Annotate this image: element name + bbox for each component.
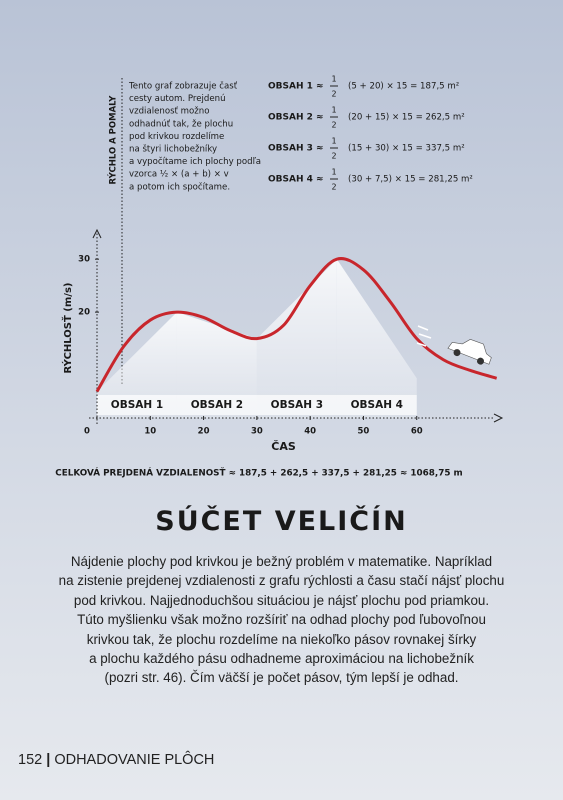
formula-expression: (5 + 20) × 15 = 187,5 m² <box>348 82 459 92</box>
y-tick-label: 30 <box>78 255 90 265</box>
x-label: ČAS <box>271 440 296 453</box>
fraction-bottom: 2 <box>331 90 336 99</box>
section: ODHADOVANIE PLÔCH <box>54 752 215 768</box>
y-arrow <box>92 228 102 239</box>
note-line: pod krivkou rozdelíme <box>129 132 224 142</box>
fraction-top: 1 <box>331 75 336 84</box>
formula-expression: (30 + 7,5) × 15 = 281,25 m² <box>348 175 473 185</box>
paragraph-line: a plochu každého pásu odhadneme aproximá… <box>89 651 474 667</box>
note-line: Tento graf zobrazuje časť <box>128 81 238 92</box>
formula-label: OBSAH 3 ≈ <box>268 144 324 154</box>
car-body <box>447 339 492 365</box>
x-tick-label: 0 <box>84 427 90 437</box>
fraction-bottom: 2 <box>331 152 336 161</box>
side-label: RÝCHLO A POMALY <box>107 95 119 185</box>
formula-label: OBSAH 4 ≈ <box>268 175 324 185</box>
trapezoid-label: OBSAH 4 <box>351 399 403 411</box>
x-arrow <box>493 413 504 423</box>
trapezoid <box>256 259 337 418</box>
note-line: cesty autom. Prejdenú <box>129 94 226 104</box>
x-tick-label: 50 <box>358 427 370 437</box>
x-tick-label: 60 <box>411 427 423 437</box>
footer: 152 | ODHADOVANIE PLÔCH <box>18 752 215 768</box>
fraction-bottom: 2 <box>331 121 336 130</box>
wheel <box>453 349 461 357</box>
total: CELKOVÁ PREJDENÁ VZDIALENOSŤ ≈ 187,5 + 2… <box>55 467 462 479</box>
trapezoid-label: OBSAH 3 <box>271 399 323 411</box>
formula-label: OBSAH 2 ≈ <box>268 113 324 123</box>
car <box>447 339 492 365</box>
speed-curve <box>95 257 498 393</box>
x-tick-label: 10 <box>144 427 156 437</box>
paragraph-line: Nájdenie plochy pod krivkou je bežný pro… <box>70 554 493 569</box>
chart: RÝCHLO A POMALY Tento graf zobrazuje čas… <box>55 75 504 479</box>
fraction-top: 1 <box>331 168 336 177</box>
formula-expression: (15 + 30) × 15 = 337,5 m² <box>348 144 465 154</box>
speed-lines <box>416 325 432 347</box>
note-line: na štyri lichobežníky <box>129 144 217 155</box>
paragraph-line: (pozri str. 46). Čím väčší je počet páso… <box>104 670 459 686</box>
paragraph-line: Túto myšlienku však možno rozšíriť na od… <box>77 612 486 628</box>
fraction-top: 1 <box>331 106 336 115</box>
formula-expression: (20 + 15) × 15 = 262,5 m² <box>348 113 465 123</box>
wheel <box>477 357 485 365</box>
note-line: a potom ich spočítame. <box>129 181 230 192</box>
x-tick-label: 20 <box>198 427 210 437</box>
paragraph-line: na zistenie prejdenej vzdialenosti z gra… <box>58 573 505 589</box>
x-tick-label: 40 <box>304 427 316 437</box>
page-number: 152 <box>18 752 43 768</box>
title: SÚČET VELIČÍN <box>155 506 408 537</box>
trapezoid-label: OBSAH 1 <box>111 399 163 411</box>
y-tick-label: 20 <box>78 308 90 318</box>
trapezoid <box>176 312 257 418</box>
trapezoid <box>336 259 417 418</box>
note-line: a vypočítame ich plochy podľa <box>129 156 261 167</box>
trapezoid-label: OBSAH 2 <box>191 399 243 411</box>
paragraph-line: krivkou tak, že plochu rozdelíme na niek… <box>86 631 477 647</box>
paragraph: Nájdenie plochy pod krivkou je bežný pro… <box>20 552 543 688</box>
formula-label: OBSAH 1 ≈ <box>268 82 324 92</box>
y-label: RÝCHLOSŤ (m/s) <box>61 283 74 374</box>
paragraph-line: pod krivkou. Najjednoduchšou situáciou j… <box>73 592 490 608</box>
note-line: odhadnúť tak, že plochu <box>129 119 233 129</box>
fraction-bottom: 2 <box>331 183 336 192</box>
note-line: vzdialenosť možno <box>129 107 210 117</box>
fraction-top: 1 <box>331 137 336 146</box>
x-tick-label: 30 <box>251 427 263 437</box>
note-line: vzorca ½ × (a + b) × v <box>129 170 229 180</box>
trapezoid <box>97 312 177 418</box>
